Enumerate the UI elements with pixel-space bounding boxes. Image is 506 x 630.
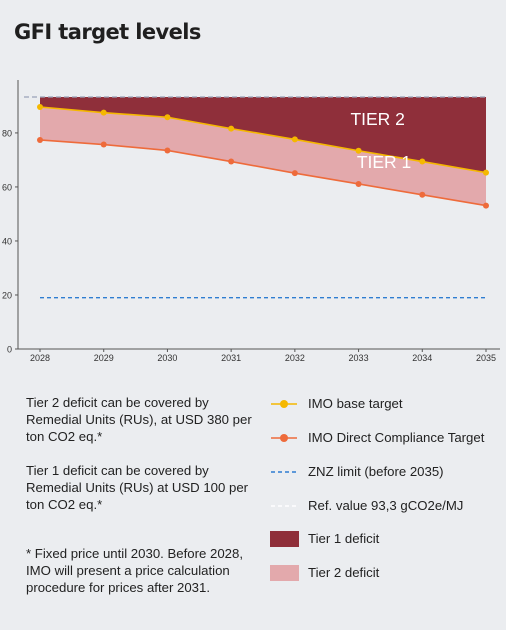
gfi-chart: 0 20 40 60 80 2028 2029 2030 2031 2032 2033 2034 203… bbox=[2, 80, 500, 363]
base-target-point bbox=[228, 125, 235, 132]
notes-block: Tier 2 deficit can be covered by Remedia… bbox=[26, 394, 261, 530]
tier2-deficit-area bbox=[40, 106, 486, 206]
direct-compliance-point bbox=[355, 180, 362, 187]
tier1-note: Tier 1 deficit can be covered by Remedia… bbox=[26, 463, 249, 512]
tier2-note: Tier 2 deficit can be covered by Remedia… bbox=[26, 395, 252, 444]
legend-swatch-box bbox=[270, 531, 299, 547]
y-tick-label: 0 bbox=[7, 345, 12, 355]
x-tick-label: 2033 bbox=[349, 353, 369, 363]
base-target-point bbox=[355, 147, 362, 154]
direct-compliance-point bbox=[37, 136, 43, 143]
direct-compliance-point bbox=[419, 191, 426, 198]
base-target-point bbox=[100, 109, 107, 116]
legend-label: IMO Direct Compliance Target bbox=[308, 430, 485, 445]
direct-compliance-line bbox=[39, 139, 487, 207]
y-tick-label: 20 bbox=[2, 290, 12, 300]
base-target-point bbox=[37, 103, 43, 110]
direct-compliance-point bbox=[228, 158, 235, 165]
x-tick-label: 2032 bbox=[285, 353, 305, 363]
base-target-point bbox=[291, 136, 298, 143]
base-target-point bbox=[419, 158, 426, 165]
y-tick-label: 60 bbox=[2, 182, 12, 192]
x-tick-label: 2029 bbox=[94, 353, 114, 363]
legend-label: ZNZ limit (before 2035) bbox=[308, 464, 444, 479]
legend-swatch-dashed bbox=[270, 496, 298, 516]
legend-label: Tier 2 deficit bbox=[308, 565, 380, 580]
x-tick-label: 2035 bbox=[476, 353, 496, 363]
legend-item: Tier 2 deficit bbox=[270, 563, 506, 583]
x-tick-label: 2028 bbox=[30, 353, 50, 363]
tier1-annotation: TIER 1 bbox=[357, 152, 411, 172]
direct-compliance-point bbox=[483, 202, 489, 209]
x-tick-label: 2031 bbox=[221, 353, 241, 363]
direct-compliance-point bbox=[291, 170, 298, 177]
chart-title: GFI target levels bbox=[14, 20, 201, 44]
y-tick-label: 40 bbox=[2, 236, 12, 246]
legend-label: IMO base target bbox=[308, 396, 403, 411]
legend-item: Ref. value 93,3 gCO2e/MJ bbox=[270, 496, 506, 516]
legend-swatch-dashed bbox=[270, 462, 298, 482]
direct-compliance-point bbox=[164, 147, 171, 154]
y-tick-label: 80 bbox=[2, 128, 12, 138]
legend-swatch-box bbox=[270, 565, 299, 581]
legend-item: ZNZ limit (before 2035) bbox=[270, 462, 506, 482]
legend-label: Ref. value 93,3 gCO2e/MJ bbox=[308, 498, 464, 513]
base-target-point bbox=[483, 169, 489, 176]
legend-swatch-line-marker bbox=[270, 428, 298, 448]
legend-swatch-line-marker bbox=[270, 394, 298, 414]
x-tick-label: 2034 bbox=[412, 353, 432, 363]
x-tick-label: 2030 bbox=[157, 353, 177, 363]
legend-item: Tier 1 deficit bbox=[270, 529, 506, 549]
direct-compliance-point bbox=[100, 141, 107, 148]
legend-item: IMO Direct Compliance Target bbox=[270, 428, 506, 448]
base-target-point bbox=[164, 114, 171, 121]
legend-label: Tier 1 deficit bbox=[308, 531, 380, 546]
tier2-annotation: TIER 2 bbox=[350, 109, 404, 129]
legend-item: IMO base target bbox=[270, 394, 506, 414]
price-footnote: * Fixed price until 2030. Before 2028, I… bbox=[26, 546, 243, 595]
base-target-line bbox=[39, 106, 487, 174]
